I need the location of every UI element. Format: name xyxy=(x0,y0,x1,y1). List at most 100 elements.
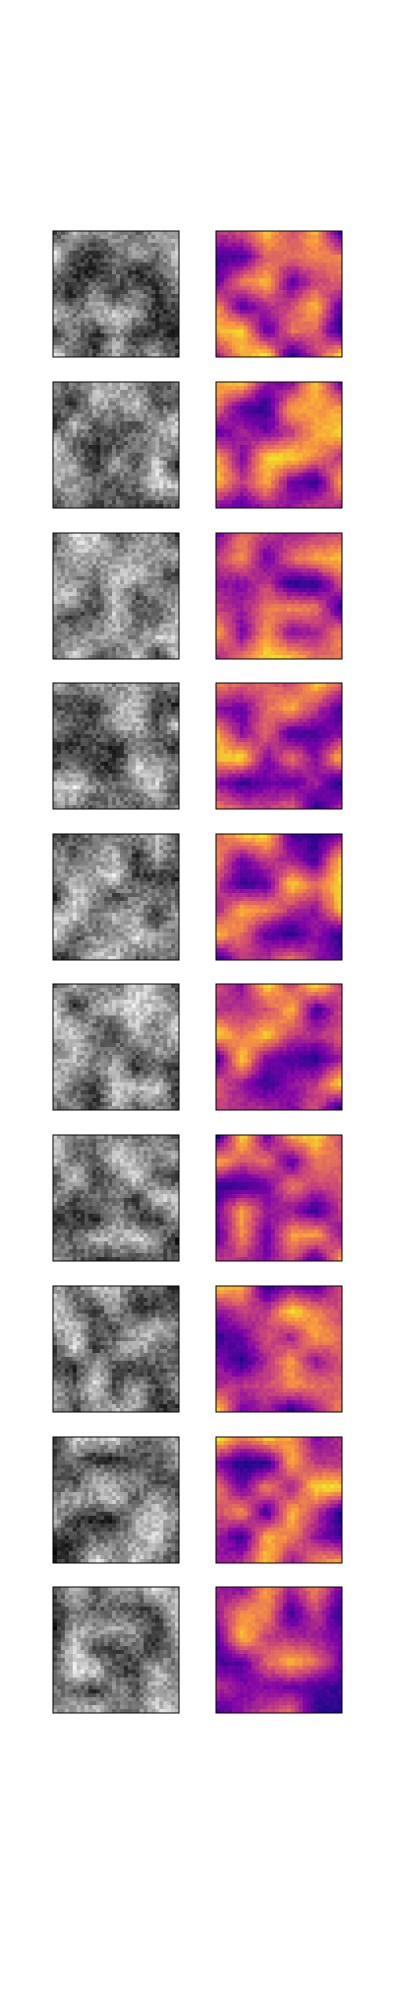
pixel xyxy=(53,492,58,497)
pixel xyxy=(259,258,264,263)
pixel xyxy=(163,321,168,326)
pixel xyxy=(239,242,244,248)
pixel xyxy=(80,234,85,240)
pixel xyxy=(302,290,307,295)
pixel xyxy=(271,452,276,458)
pixel xyxy=(171,313,176,318)
pixel xyxy=(219,254,225,259)
pixel xyxy=(243,278,248,283)
pixel xyxy=(112,445,117,450)
pixel xyxy=(135,533,140,538)
pixel xyxy=(216,349,221,354)
pixel xyxy=(314,329,319,334)
pixel xyxy=(322,425,327,430)
pixel xyxy=(131,631,136,636)
pixel xyxy=(139,544,144,550)
pixel xyxy=(247,345,252,350)
pixel xyxy=(135,588,140,593)
pixel xyxy=(119,258,125,263)
pixel xyxy=(306,337,311,342)
pixel xyxy=(92,560,97,565)
pixel xyxy=(72,429,77,434)
pixel xyxy=(227,294,233,299)
pixel xyxy=(219,472,225,477)
pixel xyxy=(104,456,109,462)
pixel xyxy=(88,297,93,303)
pixel xyxy=(290,274,296,279)
pixel xyxy=(275,297,280,303)
pixel xyxy=(108,596,113,601)
pixel xyxy=(112,607,117,613)
pixel xyxy=(175,413,180,418)
pixel xyxy=(64,437,70,442)
pixel xyxy=(163,468,168,473)
pixel xyxy=(255,456,260,462)
pixel xyxy=(155,266,160,271)
pixel xyxy=(223,421,229,426)
pixel xyxy=(108,290,113,295)
pixel xyxy=(131,468,136,473)
pixel xyxy=(151,234,156,240)
pixel xyxy=(76,337,81,342)
pixel xyxy=(263,313,268,318)
pixel xyxy=(171,309,176,314)
pixel xyxy=(167,472,172,477)
pixel xyxy=(88,313,93,318)
pixel xyxy=(314,417,319,422)
pixel xyxy=(267,480,272,485)
pixel xyxy=(80,433,85,438)
pixel xyxy=(96,262,101,267)
pixel xyxy=(318,382,323,387)
pixel xyxy=(227,389,233,395)
pixel xyxy=(338,349,343,354)
pixel xyxy=(80,484,85,489)
pixel xyxy=(127,266,133,271)
pixel xyxy=(68,592,73,597)
pixel xyxy=(167,278,172,283)
pixel xyxy=(143,631,148,636)
pixel xyxy=(163,437,168,442)
pixel xyxy=(131,552,136,557)
pixel xyxy=(326,401,331,406)
pixel xyxy=(231,353,236,358)
pixel xyxy=(127,480,133,485)
pixel xyxy=(286,278,292,283)
pixel xyxy=(119,238,125,244)
pixel xyxy=(279,464,284,469)
pixel xyxy=(80,540,85,546)
pixel xyxy=(139,472,144,477)
pixel xyxy=(139,234,144,240)
pixel xyxy=(294,480,299,485)
pixel xyxy=(123,568,129,573)
pixel xyxy=(80,500,85,505)
pixel xyxy=(219,297,225,303)
pixel xyxy=(131,317,136,322)
pixel xyxy=(104,389,109,395)
pixel xyxy=(338,445,343,450)
pixel xyxy=(251,242,256,248)
pixel xyxy=(56,607,62,613)
pixel xyxy=(64,472,70,477)
pixel xyxy=(72,385,77,391)
pixel xyxy=(163,309,168,314)
pixel xyxy=(131,274,136,279)
pixel xyxy=(255,382,260,387)
pixel xyxy=(119,460,125,465)
pixel xyxy=(298,433,303,438)
pixel xyxy=(247,488,252,493)
pixel xyxy=(216,448,221,454)
pixel xyxy=(259,445,264,450)
pixel xyxy=(123,576,129,581)
pixel xyxy=(100,484,105,489)
pixel xyxy=(135,599,140,605)
pixel xyxy=(60,468,66,473)
pixel xyxy=(135,480,140,485)
pixel xyxy=(235,266,240,271)
pixel xyxy=(263,496,268,501)
pixel xyxy=(60,305,66,311)
pixel xyxy=(72,560,77,565)
pixel xyxy=(127,623,133,628)
pixel xyxy=(243,317,248,322)
pixel xyxy=(104,417,109,422)
pixel xyxy=(108,484,113,489)
